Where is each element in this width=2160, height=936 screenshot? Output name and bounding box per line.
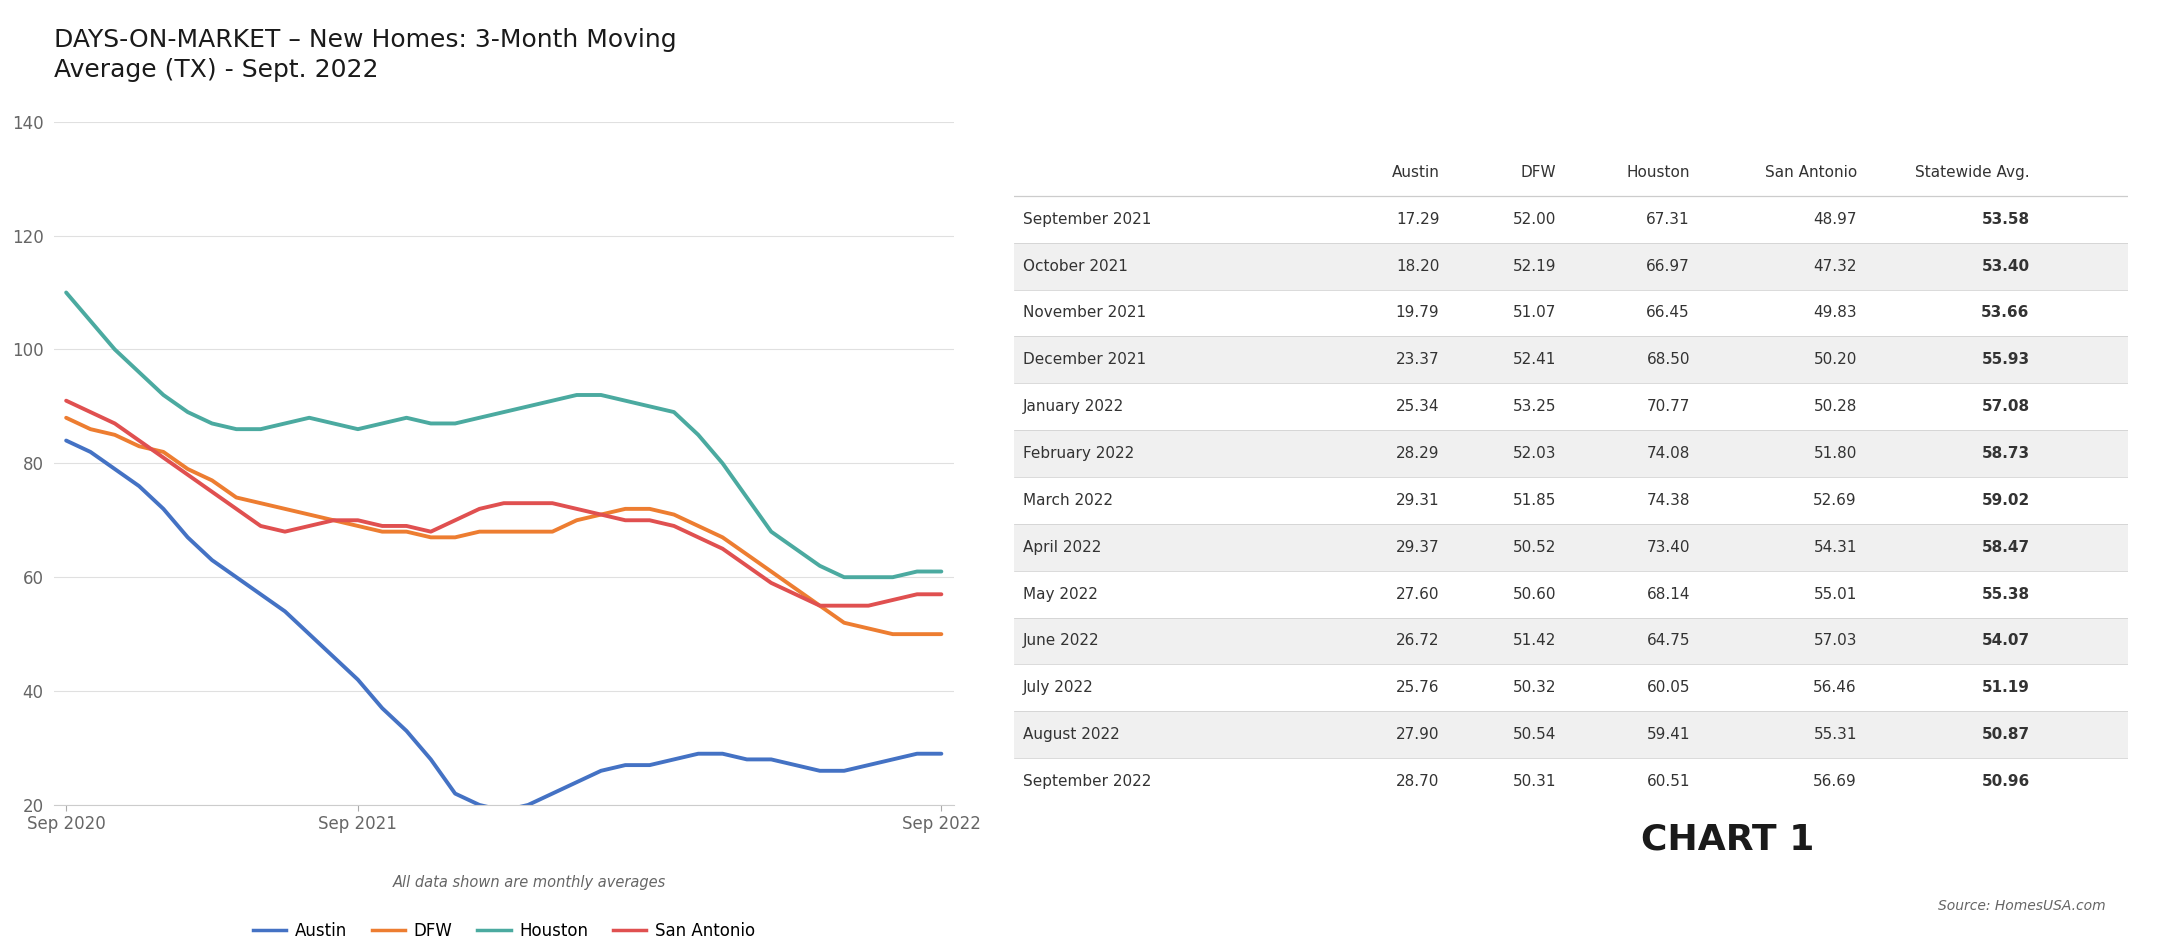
Text: 49.83: 49.83 xyxy=(1814,305,1858,320)
Text: 23.37: 23.37 xyxy=(1395,352,1439,367)
Text: 54.31: 54.31 xyxy=(1814,540,1858,555)
Text: 50.54: 50.54 xyxy=(1512,727,1555,742)
Bar xyxy=(1013,242,2128,289)
Text: CHART 1: CHART 1 xyxy=(1642,823,1814,856)
Text: September 2021: September 2021 xyxy=(1024,212,1151,227)
Text: 50.32: 50.32 xyxy=(1512,680,1555,695)
Text: February 2022: February 2022 xyxy=(1024,446,1134,461)
Text: 17.29: 17.29 xyxy=(1395,212,1439,227)
Text: 52.41: 52.41 xyxy=(1512,352,1555,367)
Text: DAYS-ON-MARKET – New Homes: 3-Month Moving
Average (TX) - Sept. 2022: DAYS-ON-MARKET – New Homes: 3-Month Movi… xyxy=(54,28,676,81)
Text: 59.41: 59.41 xyxy=(1646,727,1689,742)
Text: 68.14: 68.14 xyxy=(1646,587,1689,602)
Bar xyxy=(1013,618,2128,665)
Text: 50.60: 50.60 xyxy=(1512,587,1555,602)
Text: 73.40: 73.40 xyxy=(1646,540,1689,555)
Text: 50.52: 50.52 xyxy=(1512,540,1555,555)
Text: 47.32: 47.32 xyxy=(1814,258,1858,273)
Text: October 2021: October 2021 xyxy=(1024,258,1128,273)
Text: 51.19: 51.19 xyxy=(1981,680,2030,695)
Text: 57.08: 57.08 xyxy=(1981,400,2030,415)
Text: 28.70: 28.70 xyxy=(1395,774,1439,789)
Text: 53.40: 53.40 xyxy=(1981,258,2030,273)
Text: 57.03: 57.03 xyxy=(1814,634,1858,649)
Text: July 2022: July 2022 xyxy=(1024,680,1093,695)
Text: Statewide Avg.: Statewide Avg. xyxy=(1916,165,2030,180)
Text: 53.58: 53.58 xyxy=(1981,212,2030,227)
Text: Austin: Austin xyxy=(1391,165,1439,180)
Text: All data shown are monthly averages: All data shown are monthly averages xyxy=(393,875,665,890)
Legend: Austin, DFW, Houston, San Antonio: Austin, DFW, Houston, San Antonio xyxy=(246,915,760,936)
Text: 67.31: 67.31 xyxy=(1646,212,1689,227)
Text: 58.47: 58.47 xyxy=(1981,540,2030,555)
Bar xyxy=(1013,336,2128,383)
Text: 50.20: 50.20 xyxy=(1814,352,1858,367)
Text: 53.66: 53.66 xyxy=(1981,305,2030,320)
Text: 52.69: 52.69 xyxy=(1814,493,1858,508)
Text: 48.97: 48.97 xyxy=(1814,212,1858,227)
Text: 29.31: 29.31 xyxy=(1395,493,1439,508)
Text: January 2022: January 2022 xyxy=(1024,400,1123,415)
Text: 56.69: 56.69 xyxy=(1812,774,1858,789)
Text: DFW: DFW xyxy=(1521,165,1555,180)
Text: 18.20: 18.20 xyxy=(1395,258,1439,273)
Text: 52.03: 52.03 xyxy=(1512,446,1555,461)
Text: 25.76: 25.76 xyxy=(1395,680,1439,695)
Text: 53.25: 53.25 xyxy=(1512,400,1555,415)
Text: December 2021: December 2021 xyxy=(1024,352,1147,367)
Text: 55.31: 55.31 xyxy=(1814,727,1858,742)
Text: 55.38: 55.38 xyxy=(1981,587,2030,602)
Text: Houston: Houston xyxy=(1626,165,1689,180)
Text: 51.42: 51.42 xyxy=(1512,634,1555,649)
Text: 56.46: 56.46 xyxy=(1814,680,1858,695)
Text: 52.19: 52.19 xyxy=(1512,258,1555,273)
Text: 64.75: 64.75 xyxy=(1646,634,1689,649)
Text: 74.08: 74.08 xyxy=(1646,446,1689,461)
Text: Source: HomesUSA.com: Source: HomesUSA.com xyxy=(1938,899,2106,913)
Text: June 2022: June 2022 xyxy=(1024,634,1099,649)
Text: 58.73: 58.73 xyxy=(1981,446,2030,461)
Text: 55.01: 55.01 xyxy=(1814,587,1858,602)
Text: 50.28: 50.28 xyxy=(1814,400,1858,415)
Text: 51.85: 51.85 xyxy=(1512,493,1555,508)
Bar xyxy=(1013,431,2128,477)
Text: 59.02: 59.02 xyxy=(1981,493,2030,508)
Bar xyxy=(1013,524,2128,571)
Text: 51.07: 51.07 xyxy=(1512,305,1555,320)
Text: 50.96: 50.96 xyxy=(1981,774,2030,789)
Text: August 2022: August 2022 xyxy=(1024,727,1119,742)
Text: March 2022: March 2022 xyxy=(1024,493,1112,508)
Bar xyxy=(1013,711,2128,758)
Text: San Antonio: San Antonio xyxy=(1765,165,1858,180)
Text: 70.77: 70.77 xyxy=(1646,400,1689,415)
Text: 66.97: 66.97 xyxy=(1646,258,1689,273)
Text: May 2022: May 2022 xyxy=(1024,587,1097,602)
Text: September 2022: September 2022 xyxy=(1024,774,1151,789)
Text: 74.38: 74.38 xyxy=(1646,493,1689,508)
Text: 68.50: 68.50 xyxy=(1646,352,1689,367)
Text: 19.79: 19.79 xyxy=(1395,305,1439,320)
Text: 52.00: 52.00 xyxy=(1512,212,1555,227)
Text: 27.60: 27.60 xyxy=(1395,587,1439,602)
Text: 54.07: 54.07 xyxy=(1981,634,2030,649)
Text: April 2022: April 2022 xyxy=(1024,540,1102,555)
Text: 55.93: 55.93 xyxy=(1981,352,2030,367)
Text: 26.72: 26.72 xyxy=(1395,634,1439,649)
Text: 50.31: 50.31 xyxy=(1512,774,1555,789)
Text: 66.45: 66.45 xyxy=(1646,305,1689,320)
Text: November 2021: November 2021 xyxy=(1024,305,1147,320)
Text: 50.87: 50.87 xyxy=(1981,727,2030,742)
Text: 28.29: 28.29 xyxy=(1395,446,1439,461)
Text: 60.51: 60.51 xyxy=(1646,774,1689,789)
Text: 25.34: 25.34 xyxy=(1395,400,1439,415)
Text: 29.37: 29.37 xyxy=(1395,540,1439,555)
Text: 51.80: 51.80 xyxy=(1814,446,1858,461)
Text: 27.90: 27.90 xyxy=(1395,727,1439,742)
Text: 60.05: 60.05 xyxy=(1646,680,1689,695)
